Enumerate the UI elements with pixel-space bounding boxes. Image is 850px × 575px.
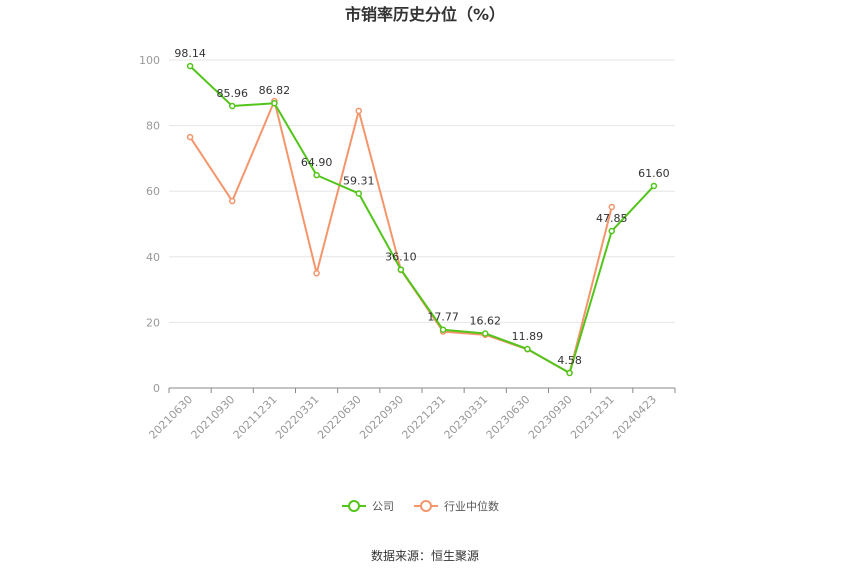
legend-item-0[interactable]: 公司	[342, 500, 394, 513]
x-axis: 2021063020210930202112312022033120220630…	[146, 387, 676, 442]
data-point[interactable]	[650, 182, 658, 190]
data-point[interactable]	[608, 203, 615, 211]
data-point[interactable]	[355, 107, 362, 115]
legend-label: 公司	[372, 500, 394, 513]
data-label: 61.60	[638, 167, 670, 180]
data-label: 11.89	[512, 330, 544, 343]
series-group	[186, 62, 658, 377]
y-tick-label: 60	[146, 185, 160, 198]
y-tick-label: 100	[139, 54, 160, 67]
data-labels: 98.14 85.96 86.82 64.90 59.31 36.10 17.77 16.62…	[174, 47, 669, 367]
x-tick-label: 20231231	[568, 393, 617, 442]
data-label: 4.58	[557, 354, 582, 367]
legend-marker	[420, 500, 432, 512]
data-point[interactable]	[229, 197, 236, 205]
x-tick-label: 20230930	[526, 393, 575, 442]
grid	[169, 59, 675, 323]
y-axis: 0 20 40 60 80 100	[139, 54, 160, 395]
data-label: 16.62	[470, 314, 502, 327]
data-point[interactable]	[524, 345, 531, 353]
chart-title: 市销率历史分位（%）	[345, 5, 505, 24]
data-point[interactable]	[186, 62, 194, 70]
legend-label: 行业中位数	[444, 499, 499, 513]
legend-marker	[348, 500, 360, 512]
data-point[interactable]	[608, 227, 615, 235]
data-point[interactable]	[397, 266, 405, 273]
data-point[interactable]	[313, 269, 320, 277]
x-tick-label: 20210930	[189, 393, 238, 442]
legend-item-1[interactable]: 行业中位数	[414, 499, 499, 513]
y-tick-label: 20	[146, 316, 160, 329]
data-point[interactable]	[439, 326, 447, 333]
data-point[interactable]	[271, 99, 278, 107]
data-point[interactable]	[355, 190, 362, 197]
data-label: 86.82	[259, 84, 291, 97]
x-tick-label: 20220630	[315, 393, 364, 442]
series-line-0	[189, 65, 655, 374]
legend[interactable]: 公司 行业中位数	[342, 499, 499, 513]
x-tick-label: 20230331	[442, 393, 491, 442]
data-point[interactable]	[482, 330, 489, 337]
x-tick-label: 20210630	[146, 393, 195, 442]
y-tick-label: 80	[146, 120, 160, 133]
data-point[interactable]	[313, 171, 320, 179]
data-point[interactable]	[229, 102, 236, 110]
source-note: 数据来源：恒生聚源	[371, 548, 479, 563]
data-point[interactable]	[566, 369, 573, 377]
data-label: 36.10	[385, 251, 417, 264]
data-label: 64.90	[301, 156, 333, 169]
data-label: 98.14	[174, 47, 206, 60]
y-tick-label: 0	[153, 382, 160, 395]
y-tick-label: 40	[146, 251, 160, 264]
x-tick-label: 20240423	[610, 393, 659, 442]
data-label: 85.96	[217, 87, 249, 100]
x-tick-label: 20221231	[399, 393, 448, 442]
data-label: 17.77	[427, 311, 459, 324]
data-label: 47.85	[596, 212, 628, 225]
data-label: 59.31	[343, 174, 375, 187]
x-tick-label: 20220331	[273, 393, 322, 442]
series-line-1	[189, 100, 613, 374]
x-tick-label: 20230630	[484, 393, 533, 442]
data-point[interactable]	[186, 133, 194, 141]
x-tick-label: 20220930	[357, 393, 406, 442]
x-tick-label: 20211231	[231, 393, 280, 442]
